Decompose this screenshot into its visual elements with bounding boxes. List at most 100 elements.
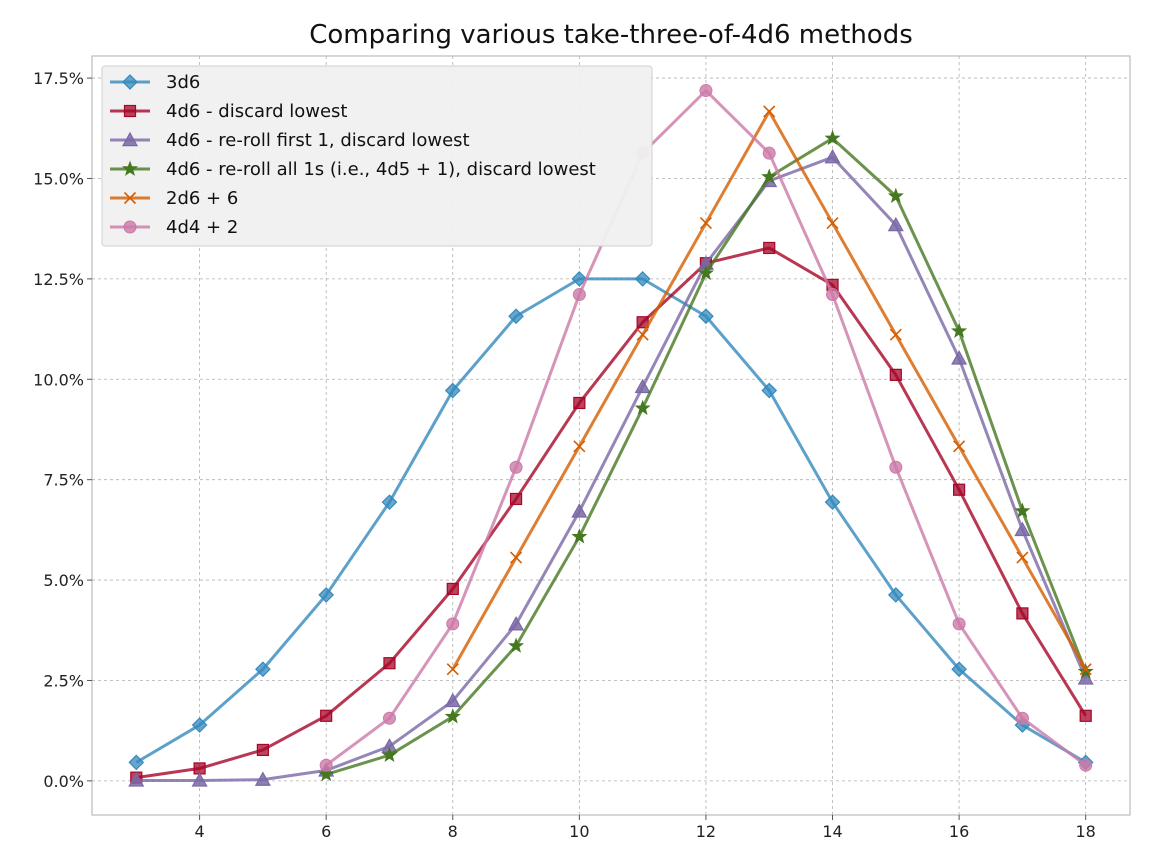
legend-swatch-marker	[123, 191, 137, 205]
data-point	[444, 692, 461, 708]
data-point	[1016, 551, 1029, 564]
legend-label: 4d6 - re-roll all 1s (i.e., 4d5 + 1), di…	[166, 159, 596, 180]
y-tick-label: 7.5%	[43, 471, 84, 490]
data-point	[381, 746, 398, 763]
legend-label: 2d6 + 6	[166, 188, 238, 209]
data-point	[573, 440, 586, 453]
data-point	[318, 587, 335, 603]
data-point	[699, 84, 713, 98]
data-point	[446, 582, 459, 596]
data-point	[952, 617, 966, 631]
data-point	[699, 216, 713, 230]
data-point	[128, 772, 145, 787]
legend-item-2d6-6: 2d6 + 6	[110, 188, 238, 209]
data-point	[636, 328, 649, 341]
legend-swatch-marker	[122, 74, 138, 90]
series-2d6-6	[446, 105, 1092, 676]
legend-label: 4d6 - discard lowest	[166, 101, 347, 122]
data-point	[383, 657, 396, 670]
data-point	[634, 399, 651, 416]
data-point	[889, 368, 902, 381]
x-tick-label: 10	[569, 822, 589, 841]
legend-label: 3d6	[166, 72, 200, 93]
data-point	[1014, 521, 1031, 537]
y-tick-label: 0.0%	[43, 772, 84, 791]
data-point	[951, 350, 968, 365]
data-point	[761, 382, 778, 399]
data-point	[889, 328, 902, 341]
series-4d6-re-roll-all-1s-i-e-4d5-1-discard-lowest	[318, 129, 1094, 782]
x-tick-label: 16	[949, 822, 969, 841]
data-point	[444, 708, 461, 724]
data-point	[1079, 663, 1092, 676]
data-point	[1077, 663, 1094, 679]
legend-item-4d6-re-roll-all-1s-i-e-4d5-1-discard-lowest: 4d6 - re-roll all 1s (i.e., 4d5 + 1), di…	[110, 159, 596, 180]
x-tick-label: 6	[321, 822, 331, 841]
data-point	[255, 661, 271, 678]
data-point	[1016, 607, 1029, 620]
data-point	[571, 528, 588, 544]
data-point	[763, 105, 776, 118]
data-point	[951, 661, 967, 678]
legend-item-4d6-discard-lowest: 4d6 - discard lowest	[110, 101, 347, 122]
data-point	[320, 709, 333, 722]
legend-item-4d4-2: 4d4 + 2	[110, 217, 238, 238]
data-point	[128, 754, 145, 771]
data-point	[254, 771, 271, 786]
legend: 3d6 4d6 - discard lowest 4d6 - re-roll fir…	[101, 65, 653, 247]
x-tick-label: 8	[448, 822, 458, 841]
data-point	[446, 617, 460, 631]
series-layer	[128, 84, 1094, 787]
data-point	[381, 494, 398, 511]
legend-label: 4d6 - re-roll first 1, discard lowest	[166, 130, 470, 151]
x-tick-label: 18	[1076, 822, 1096, 841]
data-point	[951, 322, 968, 338]
data-point	[953, 440, 966, 453]
data-point	[887, 587, 904, 603]
data-point	[887, 216, 904, 232]
data-point	[953, 483, 966, 496]
data-point	[826, 216, 839, 230]
legend-swatch-marker	[121, 131, 139, 147]
data-point	[824, 129, 841, 146]
data-point	[508, 616, 525, 631]
data-point	[444, 382, 461, 399]
data-point	[697, 264, 714, 281]
data-point	[634, 378, 651, 394]
legend-swatch-marker	[123, 220, 137, 234]
legend-item-3d6: 3d6	[110, 72, 200, 93]
data-point	[887, 187, 904, 203]
x-axis: 4 6 8 10 12 14 16 18	[195, 815, 1096, 841]
legend-box	[101, 65, 653, 247]
x-tick-label: 4	[195, 822, 205, 841]
series-line	[136, 155, 1088, 782]
data-point	[446, 663, 459, 676]
y-tick-label: 12.5%	[33, 270, 84, 289]
chart-title: Comparing various take-three-of-4d6 meth…	[309, 20, 913, 50]
data-point	[318, 765, 335, 782]
data-point	[761, 168, 778, 184]
data-point	[571, 271, 588, 287]
legend-label: 4d4 + 2	[166, 217, 238, 238]
data-point	[572, 288, 586, 302]
y-tick-label: 5.0%	[43, 571, 84, 590]
data-point	[698, 308, 714, 325]
data-point	[319, 758, 333, 772]
data-point	[634, 271, 651, 287]
data-point	[889, 460, 903, 474]
x-tick-label: 14	[822, 822, 842, 841]
data-point	[508, 308, 524, 325]
legend-item-4d6-re-roll-first-1-discard-lowest: 4d6 - re-roll first 1, discard lowest	[110, 130, 470, 151]
data-point	[382, 711, 396, 725]
data-point	[191, 772, 208, 787]
data-point	[762, 146, 776, 160]
x-tick-label: 12	[696, 822, 716, 841]
data-point	[826, 288, 840, 302]
data-point	[763, 241, 776, 255]
data-point	[1079, 758, 1093, 772]
y-tick-label: 17.5%	[33, 69, 84, 88]
data-point	[256, 743, 269, 757]
data-point	[508, 637, 525, 653]
series-line	[135, 277, 1087, 764]
